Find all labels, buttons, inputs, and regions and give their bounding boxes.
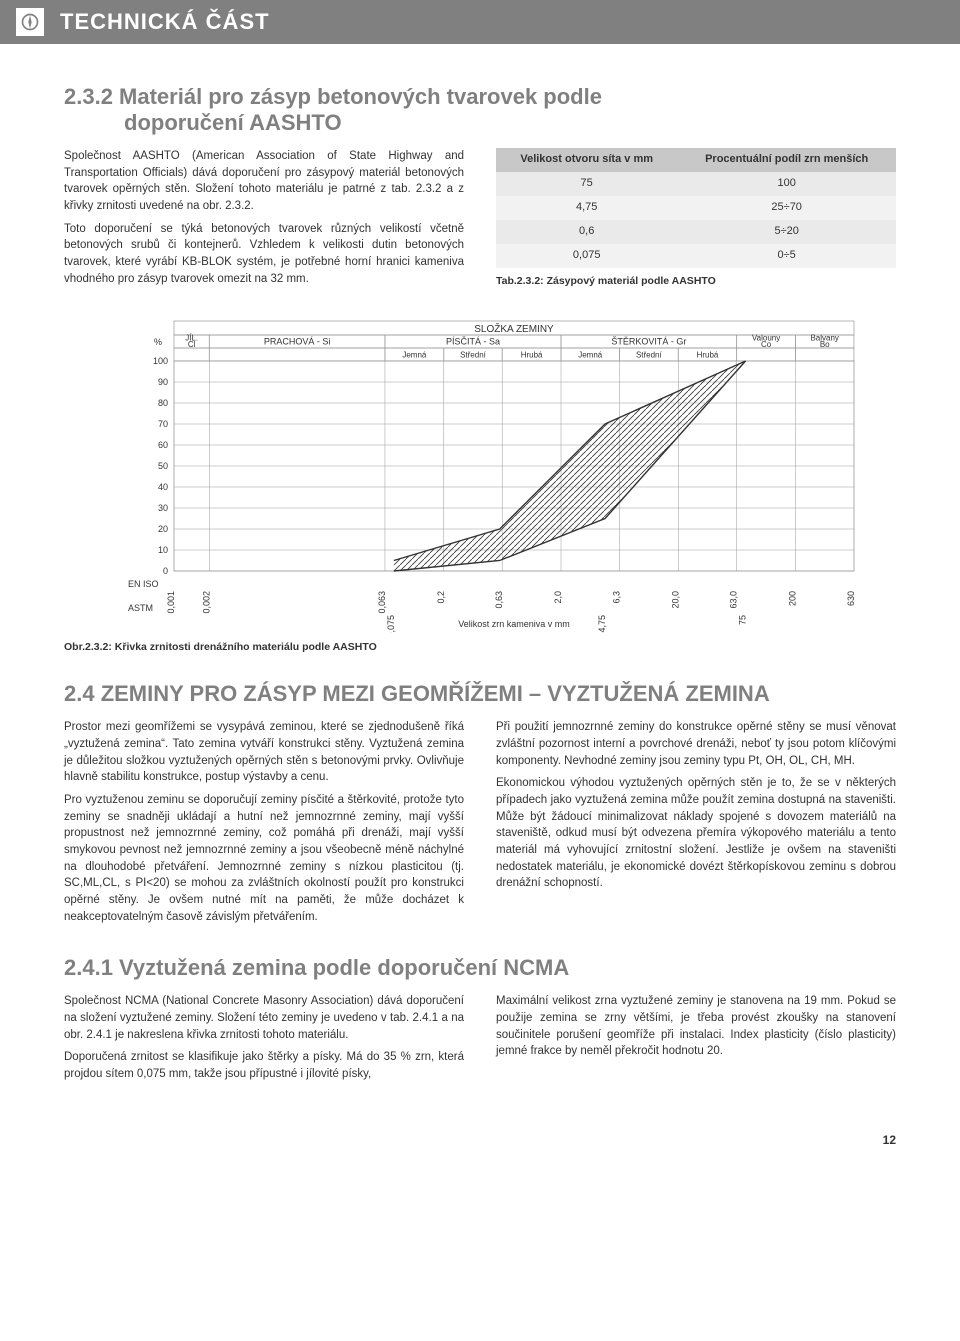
grain-size-chart: SLOŽKA ZEMINYJÍL.ClPRACHOVÁ - SiPÍSČITÁ …: [64, 313, 884, 633]
table-cell: 0,6: [496, 220, 677, 244]
page-header: TECHNICKÁ ČÁST: [0, 0, 960, 44]
s24-left-p2: Pro vyztuženou zeminu se doporučují zemi…: [64, 792, 464, 925]
s24-right-p2: Ekonomickou výhodou vyztužených opěrných…: [496, 775, 896, 892]
svg-text:75: 75: [738, 615, 748, 625]
svg-text:6,3: 6,3: [611, 591, 621, 604]
svg-text:200: 200: [788, 591, 798, 606]
svg-text:40: 40: [158, 482, 168, 492]
svg-text:10: 10: [158, 545, 168, 555]
s24-left-p1: Prostor mezi geomřížemi se vysypává zemi…: [64, 719, 464, 786]
heading-2-4-1: 2.4.1 Vyztužená zemina podle doporučení …: [64, 955, 896, 981]
table-cell: 0÷5: [677, 244, 896, 268]
svg-text:0,2: 0,2: [436, 591, 446, 604]
svg-text:0,63: 0,63: [494, 591, 504, 609]
svg-text:100: 100: [153, 356, 168, 366]
svg-text:%: %: [154, 337, 162, 347]
svg-text:Cl: Cl: [188, 340, 196, 349]
svg-text:SLOŽKA ZEMINY: SLOŽKA ZEMINY: [474, 322, 554, 335]
s241-left-p2: Doporučená zrnitost se klasifikuje jako …: [64, 1049, 464, 1082]
svg-text:90: 90: [158, 377, 168, 387]
sieve-table: Velikost otvoru síta v mm Procentuální p…: [496, 148, 896, 268]
table-cell: 75: [496, 172, 677, 196]
svg-text:Střední: Střední: [460, 351, 487, 360]
s241-right-p1: Maximální velikost zrna vyztužené zeminy…: [496, 993, 896, 1060]
chart-2-3-2: SLOŽKA ZEMINYJÍL.ClPRACHOVÁ - SiPÍSČITÁ …: [64, 313, 896, 653]
page-number: 12: [0, 1121, 960, 1167]
s232-para2: Toto doporučení se týká betonových tvaro…: [64, 221, 464, 288]
svg-text:30: 30: [158, 503, 168, 513]
svg-text:0,002: 0,002: [201, 591, 211, 614]
svg-text:0,001: 0,001: [166, 591, 176, 614]
svg-text:0,063: 0,063: [377, 591, 387, 614]
table-cell: 0,075: [496, 244, 677, 268]
svg-text:Jemná: Jemná: [578, 351, 603, 360]
table-cell: 100: [677, 172, 896, 196]
s232-table-col: Velikost otvoru síta v mm Procentuální p…: [496, 148, 896, 293]
heading-line1: 2.3.2 Materiál pro zásyp betonových tvar…: [64, 84, 602, 109]
s232-text-col: Společnost AASHTO (American Association …: [64, 148, 464, 293]
table-cell: 5÷20: [677, 220, 896, 244]
svg-text:2,0: 2,0: [553, 591, 563, 604]
heading-2-4: 2.4 ZEMINY PRO ZÁSYP MEZI GEOMŘÍŽEMI – V…: [64, 681, 896, 707]
s24-right-p1: Při použití jemnozrnné zeminy do konstru…: [496, 719, 896, 769]
svg-text:Střední: Střední: [636, 351, 663, 360]
svg-text:60: 60: [158, 440, 168, 450]
svg-text:20,0: 20,0: [670, 591, 680, 609]
s241-left-p1: Společnost NCMA (National Concrete Mason…: [64, 993, 464, 1043]
svg-text:630: 630: [846, 591, 856, 606]
heading-2-3-2: 2.3.2 Materiál pro zásyp betonových tvar…: [64, 84, 896, 136]
table-caption: Tab.2.3.2: Zásypový materiál podle AASHT…: [496, 274, 896, 289]
s232-para1: Společnost AASHTO (American Association …: [64, 148, 464, 215]
svg-text:PRACHOVÁ - Si: PRACHOVÁ - Si: [264, 337, 331, 347]
svg-text:50: 50: [158, 461, 168, 471]
svg-text:0: 0: [163, 566, 168, 576]
heading-line2: doporučení AASHTO: [64, 110, 896, 136]
s241-right: Maximální velikost zrna vyztužené zeminy…: [496, 993, 896, 1088]
compass-icon: [16, 8, 44, 36]
svg-text:PÍSČITÁ - Sa: PÍSČITÁ - Sa: [446, 337, 500, 347]
svg-text:20: 20: [158, 524, 168, 534]
s241-left: Společnost NCMA (National Concrete Mason…: [64, 993, 464, 1088]
svg-text:ŠTĚRKOVITÁ - Gr: ŠTĚRKOVITÁ - Gr: [611, 337, 686, 347]
s24-right: Při použití jemnozrnné zeminy do konstru…: [496, 719, 896, 931]
svg-text:EN ISO: EN ISO: [128, 579, 159, 589]
svg-text:Jemná: Jemná: [402, 351, 427, 360]
th-sieve: Velikost otvoru síta v mm: [496, 148, 677, 172]
svg-text:Hrubá: Hrubá: [697, 351, 719, 360]
svg-text:ASTM: ASTM: [128, 603, 153, 613]
svg-text:Hrubá: Hrubá: [521, 351, 543, 360]
page-header-title: TECHNICKÁ ČÁST: [60, 9, 270, 35]
svg-text:70: 70: [158, 419, 168, 429]
svg-text:0,075: 0,075: [386, 615, 396, 633]
s24-left: Prostor mezi geomřížemi se vysypává zemi…: [64, 719, 464, 931]
svg-text:4,75: 4,75: [597, 615, 607, 633]
table-cell: 4,75: [496, 196, 677, 220]
svg-text:Bo: Bo: [820, 340, 830, 349]
svg-text:80: 80: [158, 398, 168, 408]
svg-text:Co: Co: [761, 340, 772, 349]
figure-caption: Obr.2.3.2: Křivka zrnitosti drenážního m…: [64, 641, 896, 653]
svg-text:63,0: 63,0: [729, 591, 739, 609]
th-percent: Procentuální podíl zrn menších: [677, 148, 896, 172]
svg-text:Velikost zrn kameniva v mm: Velikost zrn kameniva v mm: [458, 619, 570, 629]
table-cell: 25÷70: [677, 196, 896, 220]
